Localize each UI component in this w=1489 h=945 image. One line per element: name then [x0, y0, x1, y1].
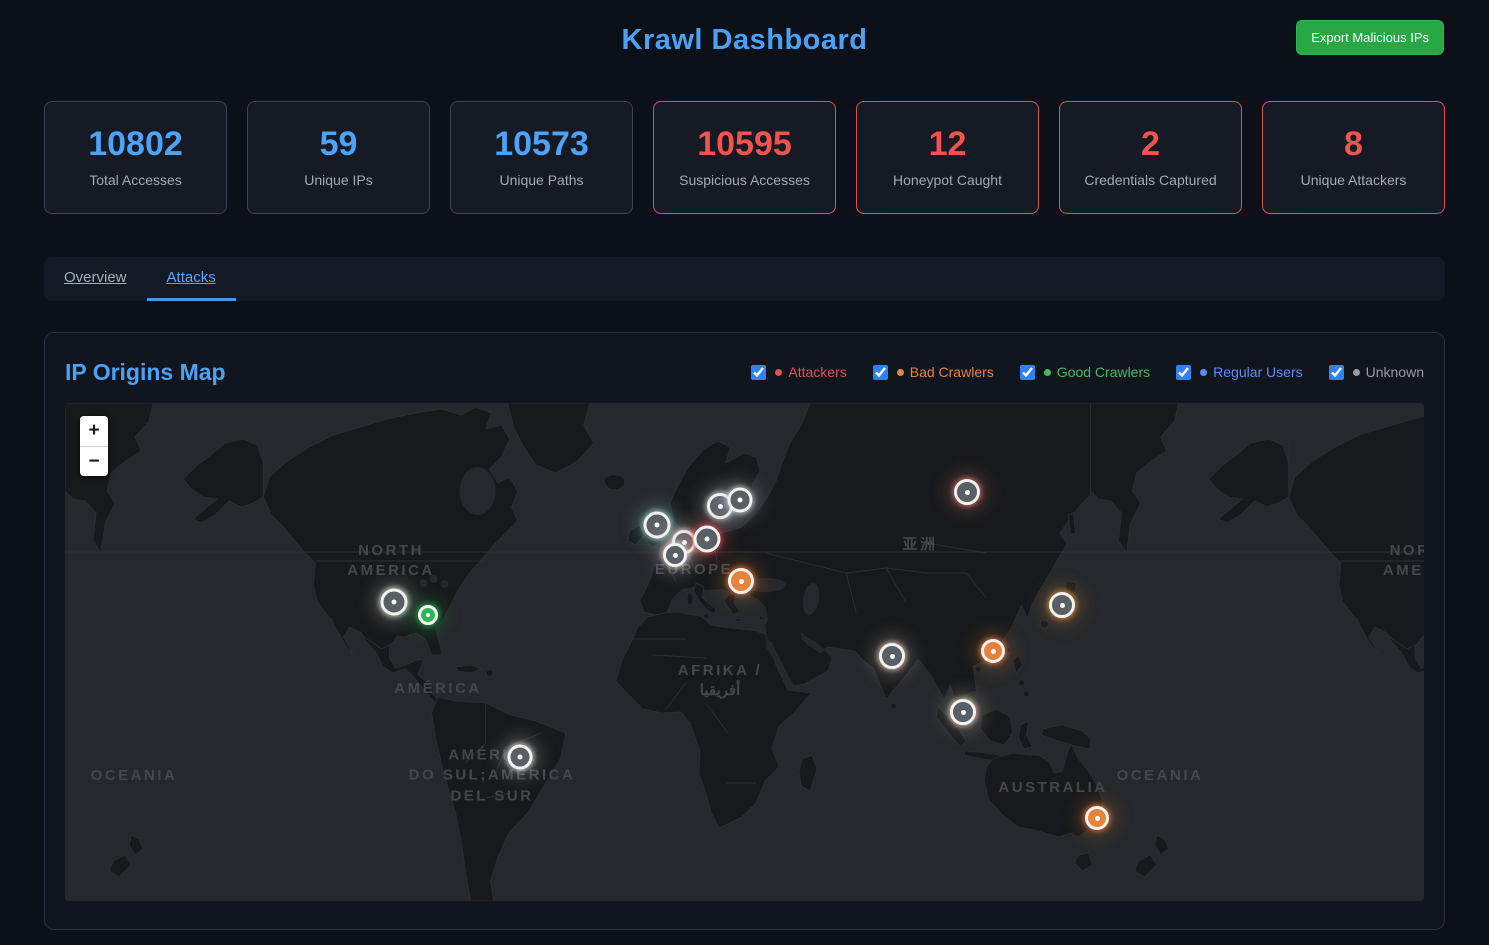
marker-center-dot: [738, 578, 744, 584]
stat-value: 2: [1141, 125, 1160, 163]
legend-item-bad-crawlers: Bad Crawlers: [872, 364, 994, 380]
legend-dot-good-crawlers: [1043, 368, 1051, 376]
stats-row: 10802 Total Accesses 59 Unique IPs 10573 Uniq…: [44, 101, 1445, 214]
stat-label: Unique Paths: [499, 172, 584, 188]
stat-card-unique-attackers: 8 Unique Attackers: [1262, 101, 1445, 214]
world-map-svg: [65, 403, 1424, 901]
map-marker-hong-kong[interactable]: [981, 639, 1005, 663]
ip-origins-panel: IP Origins Map Attackers Bad Crawlers Good…: [44, 332, 1445, 930]
legend-checkbox-regular-users[interactable]: [1176, 364, 1192, 380]
stat-card-honeypot-caught: 12 Honeypot Caught: [856, 101, 1039, 214]
page-title: Krawl Dashboard: [621, 24, 868, 56]
map-marker-singapore[interactable]: [950, 699, 976, 725]
map-marker-baltic[interactable]: [727, 487, 753, 513]
marker-center-dot: [889, 653, 895, 659]
world-map[interactable]: NORTH AMERICANOR AMERAMÉRICAAMÉRICA DO S…: [65, 403, 1424, 901]
marker-center-dot: [1059, 602, 1065, 608]
stat-value: 10573: [494, 125, 589, 163]
marker-center-dot: [737, 497, 743, 503]
marker-center-dot: [704, 536, 710, 542]
map-marker-uk[interactable]: [643, 511, 671, 539]
legend-label: Bad Crawlers: [909, 364, 994, 380]
marker-center-dot: [964, 489, 970, 495]
map-legend: Attackers Bad Crawlers Good Crawlers Regula…: [751, 364, 1424, 380]
map-marker-germany[interactable]: [693, 525, 721, 553]
legend-label: Regular Users: [1213, 364, 1303, 380]
legend-checkbox-attackers[interactable]: [751, 364, 767, 380]
stat-value: 10802: [88, 125, 183, 163]
stat-label: Credentials Captured: [1084, 172, 1217, 188]
export-malicious-ips-button[interactable]: Export Malicious IPs: [1296, 20, 1444, 55]
map-marker-russia[interactable]: [954, 479, 980, 505]
panel-header: IP Origins Map Attackers Bad Crawlers Good…: [65, 353, 1424, 391]
zoom-out-button[interactable]: −: [80, 446, 108, 476]
map-marker-us-east[interactable]: [418, 605, 438, 625]
stat-label: Suspicious Accesses: [679, 172, 810, 188]
marker-center-dot: [426, 613, 430, 617]
legend-dot-unknown: [1352, 368, 1360, 376]
marker-center-dot: [517, 754, 523, 760]
stat-value: 12: [928, 125, 967, 163]
stat-value: 8: [1344, 125, 1363, 163]
marker-center-dot: [391, 599, 397, 605]
marker-center-dot: [681, 539, 687, 545]
marker-center-dot: [654, 522, 660, 528]
legend-item-unknown: Unknown: [1328, 364, 1424, 380]
legend-checkbox-good-crawlers[interactable]: [1019, 364, 1035, 380]
marker-center-dot: [672, 552, 678, 558]
legend-item-attackers: Attackers: [751, 364, 847, 380]
stat-label: Unique IPs: [304, 172, 373, 188]
zoom-in-button[interactable]: +: [80, 416, 108, 446]
legend-dot-bad-crawlers: [896, 368, 904, 376]
marker-center-dot: [960, 709, 966, 715]
legend-checkbox-unknown[interactable]: [1328, 364, 1344, 380]
map-marker-france[interactable]: [663, 543, 687, 567]
stat-card-credentials-captured: 2 Credentials Captured: [1059, 101, 1242, 214]
legend-dot-regular-users: [1200, 368, 1208, 376]
marker-center-dot: [1094, 815, 1100, 821]
tab-overview[interactable]: Overview: [44, 257, 147, 301]
legend-item-good-crawlers: Good Crawlers: [1019, 364, 1151, 380]
marker-center-dot: [717, 503, 723, 509]
legend-dot-attackers: [775, 368, 783, 376]
map-marker-india[interactable]: [879, 643, 905, 669]
stat-card-unique-paths: 10573 Unique Paths: [450, 101, 633, 214]
panel-title: IP Origins Map: [65, 358, 226, 385]
tab-attacks[interactable]: Attacks: [146, 257, 236, 301]
stat-card-total-accesses: 10802 Total Accesses: [44, 101, 227, 214]
legend-label: Attackers: [788, 364, 847, 380]
legend-item-regular-users: Regular Users: [1176, 364, 1303, 380]
legend-label: Good Crawlers: [1056, 364, 1151, 380]
stat-label: Honeypot Caught: [893, 172, 1002, 188]
stat-label: Total Accesses: [89, 172, 182, 188]
map-marker-balkans[interactable]: [728, 568, 754, 594]
map-marker-sydney[interactable]: [1085, 806, 1109, 830]
legend-label: Unknown: [1365, 364, 1424, 380]
map-marker-japan[interactable]: [1049, 592, 1075, 618]
map-zoom-control: + −: [80, 416, 108, 476]
stat-value: 59: [319, 125, 358, 163]
marker-center-dot: [990, 648, 996, 654]
stat-card-suspicious-accesses: 10595 Suspicious Accesses: [653, 101, 836, 214]
stat-value: 10595: [697, 125, 792, 163]
map-marker-brazil[interactable]: [507, 744, 533, 770]
stat-label: Unique Attackers: [1300, 172, 1407, 188]
stat-card-unique-ips: 59 Unique IPs: [247, 101, 430, 214]
tab-bar: Overview Attacks: [44, 257, 1445, 301]
legend-checkbox-bad-crawlers[interactable]: [872, 364, 888, 380]
map-marker-us-central[interactable]: [380, 588, 408, 616]
